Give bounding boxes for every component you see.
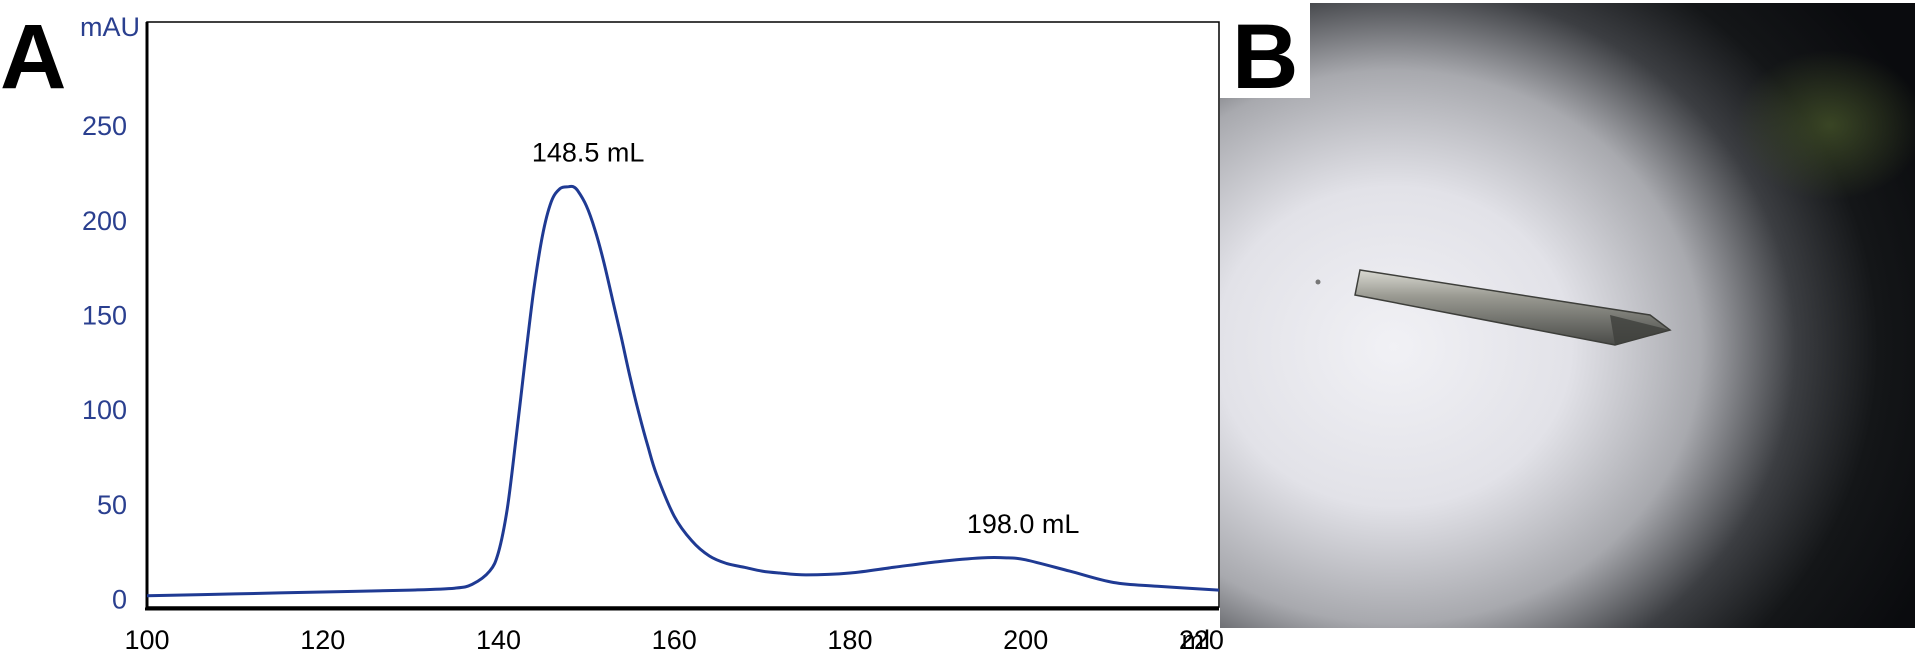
panel-label-b-backdrop: [1220, 3, 1310, 98]
y-tick-label: 100: [82, 395, 127, 425]
panel-label-b: B: [1232, 6, 1298, 108]
x-tick-label: 120: [300, 625, 345, 652]
x-tick-label: 140: [476, 625, 521, 652]
plot-frame: [146, 21, 1220, 608]
panel-b-crystal-micrograph: B: [1220, 3, 1915, 628]
y-tick-label: 150: [82, 301, 127, 331]
y-tick-label: 250: [82, 111, 127, 141]
x-tick-label: 220: [1179, 625, 1224, 652]
y-tick-label: 200: [82, 206, 127, 236]
crystal-tip-facet: [1610, 315, 1670, 345]
panel-label-a: A: [0, 6, 66, 108]
x-tick-label: 180: [827, 625, 872, 652]
debris-speck: [1315, 279, 1321, 285]
x-tick-label: 160: [652, 625, 697, 652]
peak-annotations: 148.5 mL 198.0 mL: [532, 138, 1080, 539]
chromatogram-trace: [146, 184, 1220, 598]
y-tick-label: 0: [112, 585, 127, 615]
x-unit-label: ml: [1182, 625, 1211, 652]
x-tick-label: 200: [1003, 625, 1048, 652]
x-ticks: 100 120 140 160 180 200 220: [124, 625, 1223, 652]
y-tick-label: 50: [97, 490, 127, 520]
x-tick-label: 100: [124, 625, 169, 652]
peak-annotation: 198.0 mL: [967, 509, 1080, 539]
panel-a-chromatogram: A mAU ml 0 50 100 150 200 250 100 120 140 160 180…: [0, 6, 1224, 652]
y-unit-label: mAU: [80, 12, 140, 42]
peak-annotation: 148.5 mL: [532, 138, 645, 168]
y-ticks: 0 50 100 150 200 250: [82, 111, 127, 614]
green-reflection: [1735, 50, 1915, 200]
